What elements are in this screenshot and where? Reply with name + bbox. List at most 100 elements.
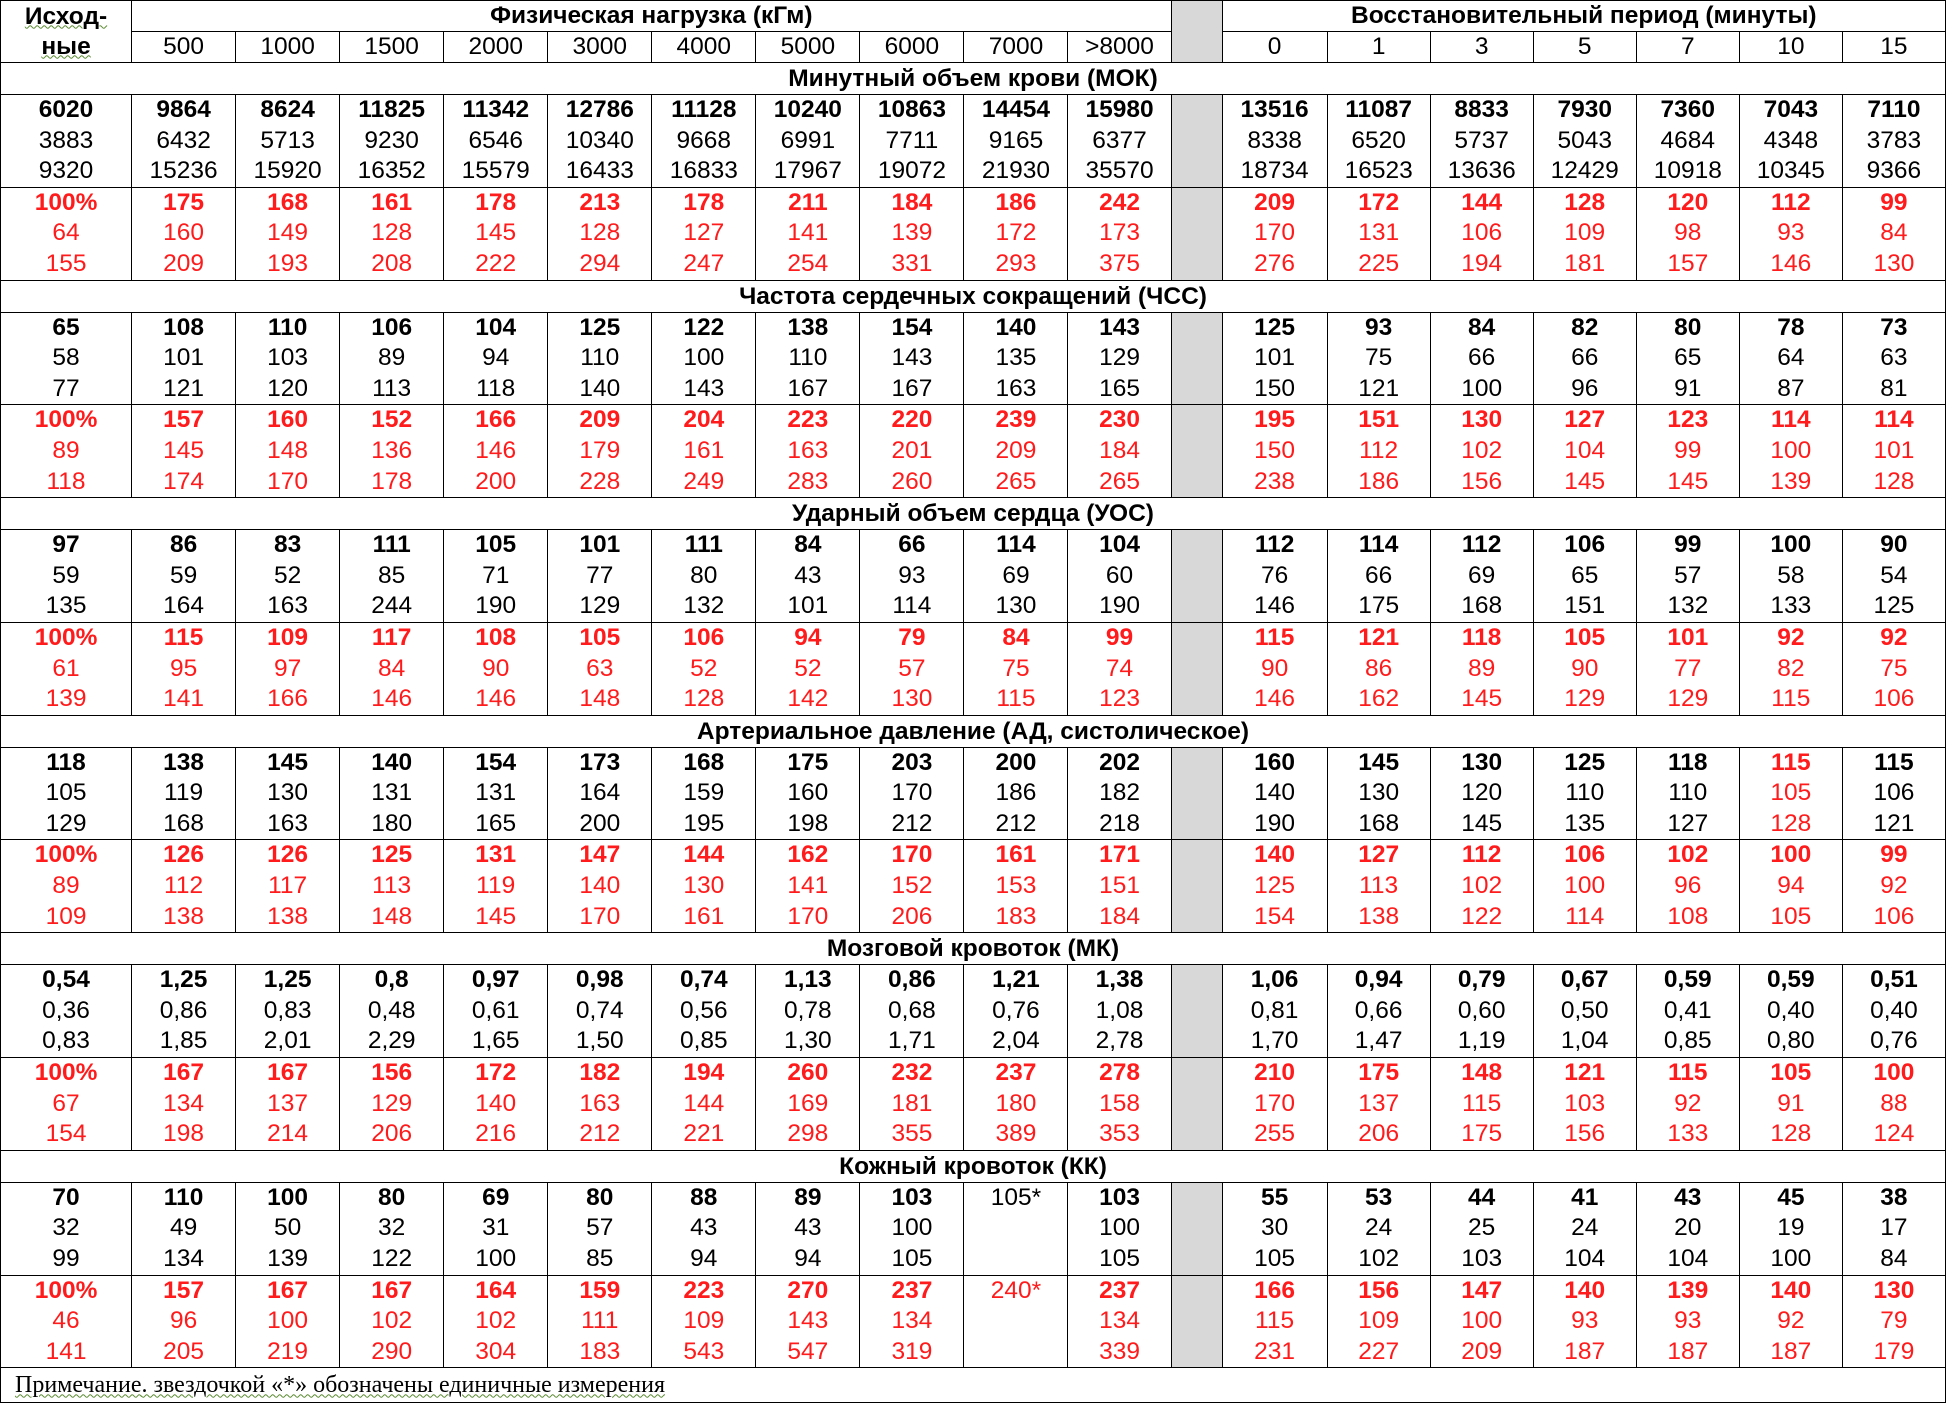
recovery-cell: 17 [1841, 1213, 1946, 1244]
recovery-cell: 145 [1429, 808, 1534, 840]
baseline-cell: 77 [0, 373, 133, 405]
load-cell: 9864 [131, 94, 237, 126]
recovery-cell: 25 [1429, 1213, 1534, 1244]
recovery-cell: 0,76 [1841, 1026, 1946, 1058]
load-cell: 183 [547, 1336, 653, 1368]
recovery-cell: 93 [1326, 312, 1431, 344]
recovery-cell: 179 [1841, 1336, 1946, 1368]
recovery-cell: 109 [1532, 218, 1637, 249]
recovery-cell: 102 [1429, 435, 1534, 467]
load-cell: 222 [443, 248, 549, 281]
load-cell: 375 [1067, 248, 1172, 281]
recovery-cell: 127 [1326, 839, 1431, 872]
load-cell: 166 [235, 684, 341, 716]
load-cell: 355 [859, 1119, 965, 1151]
load-column-header: 500 [131, 31, 237, 63]
load-cell: 115 [963, 684, 1069, 716]
load-cell: 128 [651, 684, 757, 716]
recovery-cell: 122 [1429, 901, 1534, 933]
load-cell: 331 [859, 248, 965, 281]
load-cell: 205 [131, 1336, 237, 1368]
separator-cell [1170, 373, 1223, 405]
recovery-cell: 100 [1532, 871, 1637, 902]
separator-cell [1170, 747, 1223, 779]
recovery-cell: 172 [1326, 186, 1431, 219]
load-cell: 9230 [339, 125, 445, 157]
recovery-cell: 139 [1738, 466, 1843, 498]
load-cell: 108 [131, 312, 237, 344]
recovery-cell: 144 [1429, 186, 1534, 219]
load-cell: 180 [963, 1088, 1069, 1120]
recovery-cell: 0,94 [1326, 964, 1431, 996]
load-cell: 52 [651, 653, 757, 685]
load-cell: 161 [339, 186, 445, 219]
load-cell: 109 [235, 621, 341, 654]
recovery-cell: 130 [1841, 248, 1946, 281]
recovery-cell: 16523 [1326, 156, 1431, 188]
table-row: 154 198 214 206 216 212 221 298 355 389 353 255 206 1… [0, 1119, 1946, 1151]
load-cell: 209 [131, 248, 237, 281]
load-cell: 160 [755, 778, 861, 809]
recovery-cell: 65 [1532, 560, 1637, 592]
load-cell: 43 [651, 1213, 757, 1244]
load-cell: 1,50 [547, 1026, 653, 1058]
recovery-cell: 106 [1841, 778, 1946, 809]
load-cell: 106 [339, 312, 445, 344]
recovery-cell: 75 [1326, 343, 1431, 374]
load-cell: 69 [963, 560, 1069, 592]
baseline-cell: 100% [0, 621, 133, 654]
load-cell: 141 [755, 218, 861, 249]
load-cell: 194 [651, 1057, 757, 1089]
load-cell: 0,48 [339, 995, 445, 1027]
load-cell: 249 [651, 466, 757, 498]
table-row: 65 108 110 106 104 125 122 138 154 140 143 125 93 84 8… [0, 312, 1946, 344]
load-cell: 2,29 [339, 1026, 445, 1058]
load-cell: 167 [755, 373, 861, 405]
table-row: 100% 115 109 117 108 105 106 94 79 84 99 115 121 118 1… [0, 621, 1946, 654]
load-cell: 170 [547, 901, 653, 933]
baseline-cell: 129 [0, 808, 133, 840]
baseline-cell: 59 [0, 560, 133, 592]
baseline-cell: 61 [0, 653, 133, 685]
recovery-cell: 115 [1221, 621, 1328, 654]
load-cell: 105 [1067, 1244, 1172, 1276]
recovery-cell: 104 [1532, 1244, 1637, 1276]
separator-cell [1170, 466, 1223, 498]
baseline-cell: 46 [0, 1306, 133, 1337]
baseline-cell: 9320 [0, 156, 133, 188]
separator-cell [1170, 653, 1223, 685]
load-cell: 254 [755, 248, 861, 281]
load-cell: 121 [131, 373, 237, 405]
recovery-cell: 112 [1429, 529, 1534, 561]
load-cell: 353 [1067, 1119, 1172, 1151]
load-cell: 163 [235, 808, 341, 840]
recovery-cell: 276 [1221, 248, 1328, 281]
recovery-column-header: 15 [1841, 31, 1946, 63]
recovery-cell: 227 [1326, 1336, 1431, 1368]
recovery-cell: 168 [1326, 808, 1431, 840]
load-cell: 9165 [963, 125, 1069, 157]
baseline-cell: 89 [0, 871, 133, 902]
baseline-cell: 99 [0, 1244, 133, 1276]
recovery-cell: 1,04 [1532, 1026, 1637, 1058]
load-cell: 101 [547, 529, 653, 561]
load-cell: 174 [131, 466, 237, 498]
recovery-cell: 146 [1221, 684, 1328, 716]
load-cell [963, 1213, 1069, 1244]
baseline-cell: 100% [0, 1274, 133, 1307]
load-cell: 182 [1067, 778, 1172, 809]
recovery-cell: 84 [1841, 218, 1946, 249]
load-cell: 151 [1067, 871, 1172, 902]
section-title: Кожный кровоток (КК) [0, 1149, 1946, 1183]
recovery-cell: 58 [1738, 560, 1843, 592]
recovery-cell: 225 [1326, 248, 1431, 281]
recovery-cell: 125 [1532, 747, 1637, 779]
recovery-cell: 105 [1221, 1244, 1328, 1276]
baseline-cell: 100% [0, 404, 133, 436]
recovery-cell: 78 [1738, 312, 1843, 344]
load-cell: 1,30 [755, 1026, 861, 1058]
load-cell: 154 [443, 747, 549, 779]
recovery-cell: 100 [1738, 1244, 1843, 1276]
